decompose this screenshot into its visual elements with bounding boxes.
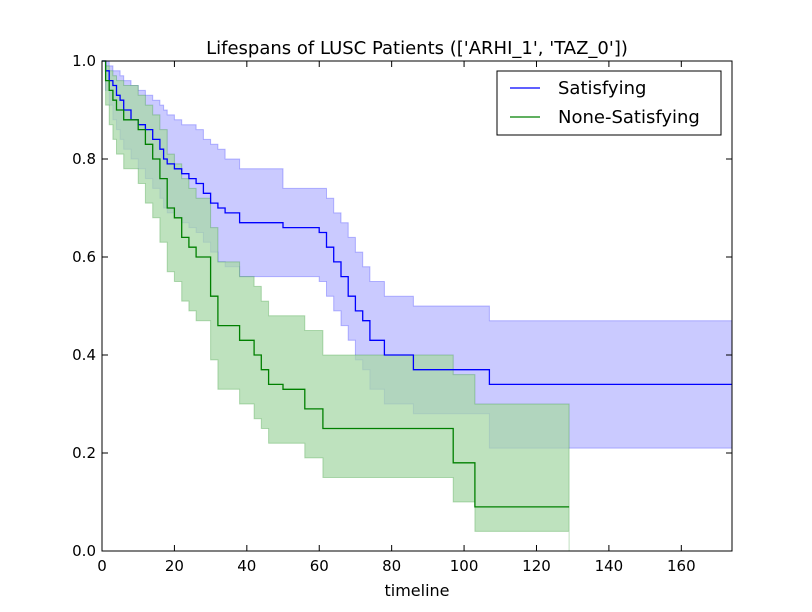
x-tick-label: 40: [237, 557, 256, 575]
x-axis-label: timeline: [384, 581, 449, 600]
chart-title: Lifespans of LUSC Patients (['ARHI_1', '…: [206, 38, 628, 59]
x-tick-label: 160: [667, 557, 696, 575]
y-tick-label: 0.0: [72, 542, 96, 560]
plot-frame: [101, 60, 733, 552]
y-tick-label: 0.4: [72, 346, 96, 364]
legend-label: Satisfying: [558, 78, 646, 99]
y-tick-label: 0.6: [72, 248, 96, 266]
x-tick-label: 100: [450, 557, 479, 575]
y-tick-label: 1.0: [72, 52, 96, 70]
x-tick-label: 0: [97, 557, 107, 575]
legend-box: [496, 70, 722, 136]
survival-lines: [102, 60, 732, 508]
legend-label: None-Satisfying: [558, 107, 700, 128]
x-tick-label: 20: [165, 557, 184, 575]
x-tick-label: 120: [522, 557, 551, 575]
survival-line-1: [102, 60, 570, 508]
x-tick-label: 140: [595, 557, 624, 575]
survival-line-0: [102, 60, 732, 386]
axis-ticks: 0 20 40 60 80 100 120 140 160 0.0 0.2 0.4 0.6 0.8 1.0: [72, 52, 732, 575]
legend: Satisfying None-Satisfying: [496, 70, 722, 136]
x-tick-label: 60: [310, 557, 329, 575]
y-tick-label: 0.8: [72, 150, 96, 168]
y-tick-label: 0.2: [72, 444, 96, 462]
x-tick-label: 80: [382, 557, 401, 575]
